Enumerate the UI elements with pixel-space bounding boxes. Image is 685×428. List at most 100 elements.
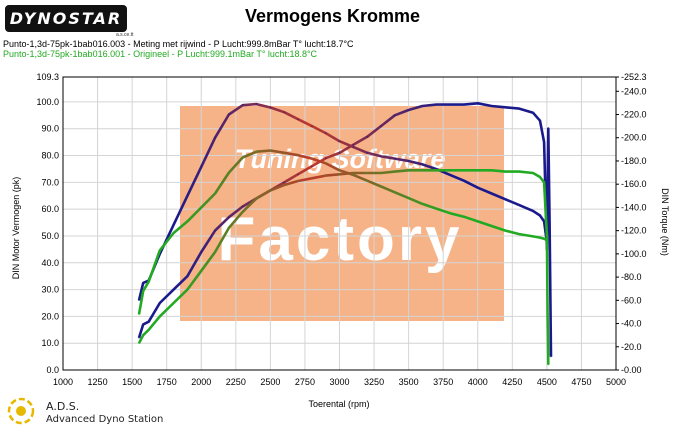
data-point: [394, 191, 396, 194]
data-point: [477, 169, 479, 172]
data-point: [477, 186, 479, 189]
data-point: [255, 150, 258, 153]
data-point: [449, 212, 451, 214]
y-tick-label-right: -160.0: [621, 179, 647, 189]
data-point: [407, 109, 410, 111]
data-point: [504, 170, 507, 173]
data-point: [269, 149, 272, 152]
series-line-4: [137, 149, 548, 315]
series-line-2: [137, 102, 549, 301]
data-point: [539, 236, 541, 239]
data-point: [407, 169, 410, 172]
data-point: [546, 239, 548, 241]
x-tick-label: 2750: [295, 377, 315, 387]
data-point: [142, 334, 144, 337]
data-point: [159, 249, 161, 252]
x-tick-label: 2000: [191, 377, 211, 387]
data-point: [490, 105, 493, 107]
data-point: [477, 102, 479, 105]
data-point: [380, 155, 382, 158]
data-point: [228, 171, 230, 174]
data-point: [407, 197, 410, 199]
data-point: [297, 154, 299, 156]
data-point: [338, 173, 341, 176]
x-axis-ticks: 1000 1250 1500 1750 2000 2250 2500 2750 3000 3250…: [53, 377, 626, 387]
data-point: [324, 174, 327, 177]
data-point: [546, 235, 548, 237]
data-point: [504, 106, 507, 109]
x-tick-label: 1500: [122, 377, 142, 387]
data-point: [421, 105, 424, 107]
y-tick-label-left: 50.0: [41, 231, 59, 241]
data-point: [449, 174, 451, 176]
ads-title: A.D.S.: [46, 400, 80, 413]
data-point: [463, 103, 465, 106]
data-point: [138, 342, 140, 345]
data-point: [255, 197, 258, 200]
data-point: [147, 329, 150, 331]
y-tick-label-left: 20.0: [41, 311, 59, 321]
x-tick-label: 3500: [399, 377, 419, 387]
x-tick-label: 1000: [53, 377, 73, 387]
data-point: [297, 180, 299, 182]
data-point: [546, 315, 549, 318]
data-point: [421, 169, 424, 172]
data-point: [324, 162, 327, 165]
data-point: [172, 224, 175, 226]
grid-lines: [62, 76, 617, 371]
data-point: [380, 172, 382, 174]
data-point: [490, 225, 493, 227]
data-point: [172, 302, 175, 304]
y-tick-label-right: -80.0: [621, 272, 642, 282]
y-tick-label-right: -120.0: [621, 226, 647, 236]
data-point: [147, 320, 150, 323]
y-tick-label-left: 100.0: [36, 97, 59, 107]
data-point: [366, 152, 369, 154]
data-point: [228, 113, 230, 116]
y-tick-label-left: 80.0: [41, 151, 59, 161]
data-point: [477, 220, 479, 223]
data-point: [550, 355, 552, 358]
data-point: [214, 251, 216, 253]
data-point: [338, 169, 341, 172]
logo-text: DYNOSTAR: [9, 9, 123, 28]
data-point: [186, 220, 189, 223]
run-label-1: Punto-1,3d-75pk-1bab016.003 - Meting met…: [3, 39, 354, 49]
data-point: [142, 290, 144, 292]
data-point: [463, 169, 465, 172]
data-point: [435, 207, 438, 210]
data-point: [539, 119, 541, 122]
x-tick-label: 1750: [157, 377, 177, 387]
data-point: [532, 235, 534, 238]
data-point: [200, 166, 203, 168]
ads-logo-icon: [7, 397, 35, 425]
plot-area: [62, 76, 617, 371]
y-tick-label-right: -20.0: [621, 342, 642, 352]
dynostar-logo: DYNOSTAR: [5, 5, 127, 32]
data-point: [543, 238, 545, 240]
data-point: [532, 111, 534, 114]
chart-title: Vermogens Kromme: [244, 6, 421, 26]
data-point: [214, 136, 216, 139]
left-axis-ticks: 0.0 10.0 20.0 30.0 40.0 50.0 60.0 70.0 80.0 90.0 1…: [36, 72, 59, 375]
data-point: [283, 111, 286, 113]
data-point: [435, 103, 438, 106]
y-tick-label-right: -220.0: [621, 110, 647, 120]
data-point: [504, 198, 507, 201]
data-point: [138, 313, 140, 316]
data-point: [539, 176, 541, 178]
data-point: [241, 205, 244, 208]
data-point: [186, 195, 189, 197]
data-point: [421, 203, 424, 205]
y-tick-label-right: -180.0: [621, 156, 647, 166]
data-point: [435, 169, 438, 172]
x-tick-label: 5000: [606, 377, 626, 387]
data-point: [311, 177, 313, 180]
data-point: [394, 157, 396, 160]
y-tick-label-right: -100.0: [621, 249, 647, 259]
y-tick-label-right: -240.0: [621, 86, 647, 96]
data-point: [518, 170, 520, 173]
y-tick-label-right: -200.0: [621, 133, 647, 143]
data-point: [518, 204, 520, 206]
data-point: [366, 172, 369, 174]
